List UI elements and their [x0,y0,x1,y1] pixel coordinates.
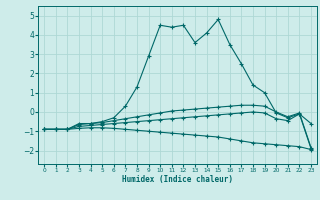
X-axis label: Humidex (Indice chaleur): Humidex (Indice chaleur) [122,175,233,184]
